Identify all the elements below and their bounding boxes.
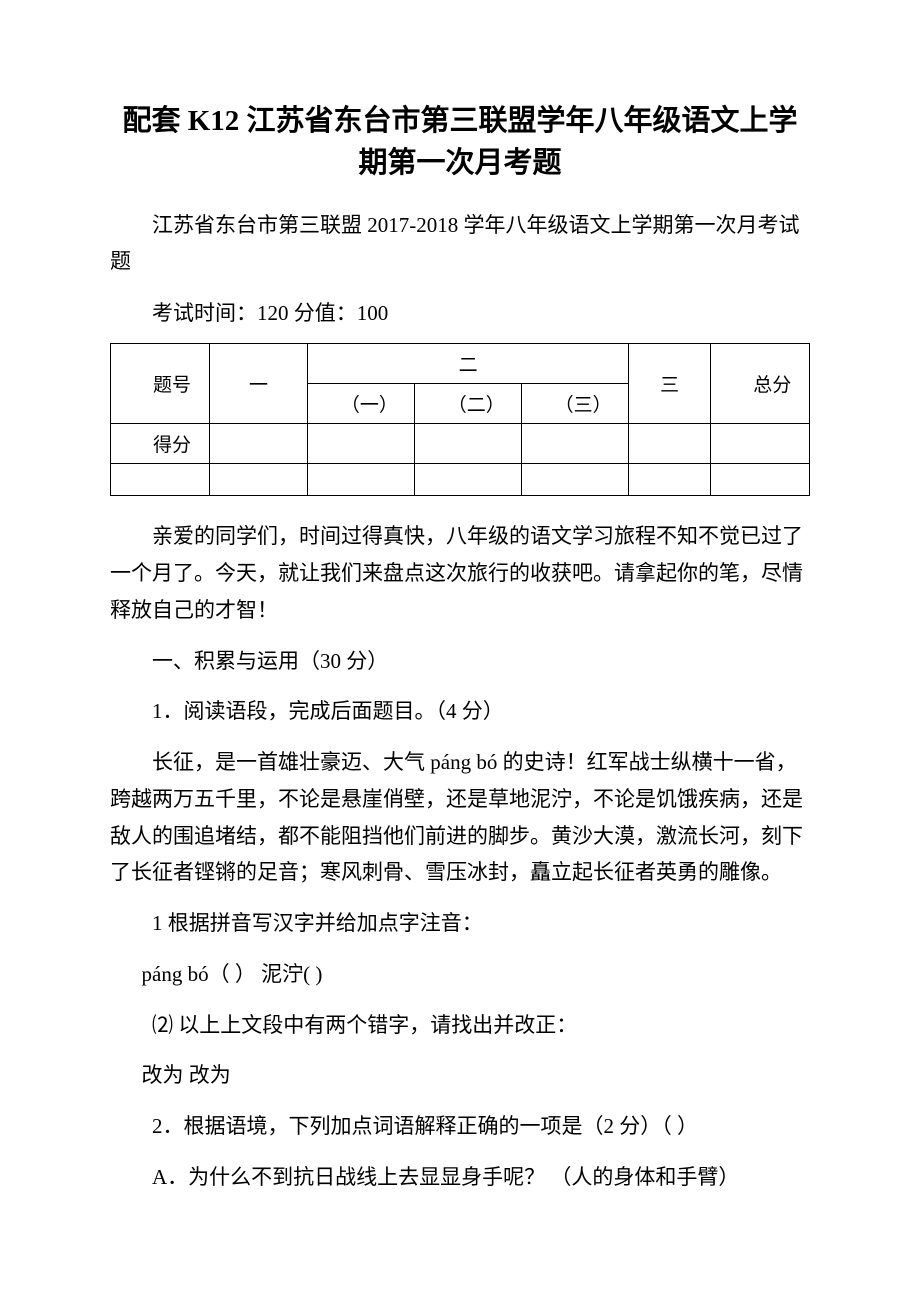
header-two: 二 <box>308 344 629 384</box>
empty-cell <box>711 464 810 496</box>
empty-cell <box>308 424 415 464</box>
empty-cell <box>522 424 629 464</box>
question-1-1-blank: páng bó（ ） 泥泞( ) <box>110 956 810 993</box>
question-2-option-a: A．为什么不到抗日战线上去显显身手呢？ （人的身体和手臂） <box>110 1159 810 1196</box>
table-row <box>111 464 810 496</box>
header-number: 题号 <box>111 344 210 424</box>
score-table: 题号 一 二 三 总分 （一） （二） （三） 得分 <box>110 343 810 496</box>
sub-two: （二） <box>415 384 522 424</box>
page-title: 配套 K12 江苏省东台市第三联盟学年八年级语文上学期第一次月考题 <box>110 100 810 184</box>
empty-cell <box>415 424 522 464</box>
empty-cell <box>209 424 308 464</box>
empty-cell <box>629 424 711 464</box>
empty-cell <box>111 464 210 496</box>
subtitle: 江苏省东台市第三联盟 2017-2018 学年八年级语文上学期第一次月考试题 <box>110 208 810 279</box>
question-1-passage: 长征，是一首雄壮豪迈、大气 páng bó 的史诗！红军战士纵横十一省，跨越两万… <box>110 744 810 891</box>
sub-one: （一） <box>308 384 415 424</box>
empty-cell <box>711 424 810 464</box>
score-label: 得分 <box>111 424 210 464</box>
section-heading: 一、积累与运用（30 分） <box>110 643 810 680</box>
question-1-2-blank: 改为 改为 <box>110 1057 810 1094</box>
empty-cell <box>308 464 415 496</box>
table-row: 得分 <box>111 424 810 464</box>
question-1: 1．阅读语段，完成后面题目。（4 分） <box>110 693 810 730</box>
exam-info: 考试时间：120 分值：100 <box>110 297 810 327</box>
empty-cell <box>629 464 711 496</box>
empty-cell <box>522 464 629 496</box>
question-1-2: ⑵ 以上上文段中有两个错字，请找出并改正： <box>110 1007 810 1044</box>
question-1-1: 1 根据拼音写汉字并给加点字注音： <box>110 905 810 942</box>
question-2: 2．根据语境，下列加点词语解释正确的一项是（2 分）（ ） <box>110 1108 810 1145</box>
header-total: 总分 <box>711 344 810 424</box>
intro-paragraph: 亲爱的同学们，时间过得真快，八年级的语文学习旅程不知不觉已过了一个月了。今天，就… <box>110 518 810 628</box>
sub-three: （三） <box>522 384 629 424</box>
empty-cell <box>209 464 308 496</box>
header-one: 一 <box>209 344 308 424</box>
table-row: 题号 一 二 三 总分 <box>111 344 810 384</box>
header-three: 三 <box>629 344 711 424</box>
empty-cell <box>415 464 522 496</box>
